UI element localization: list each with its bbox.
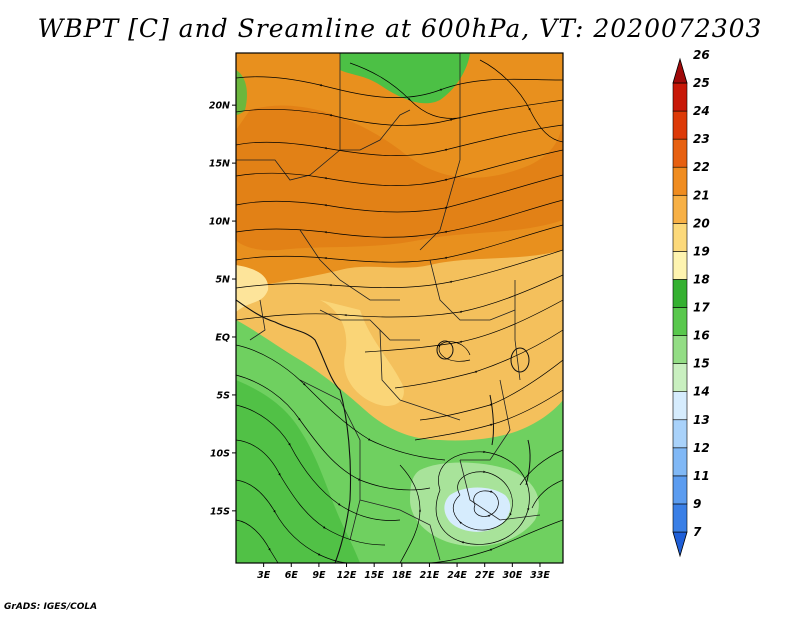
credit-text: GrADS: IGES/COLA [4, 602, 98, 612]
chart-title: WBPT [C] and Sreamline at 600hPa, VT: 20… [37, 14, 763, 43]
green-patch-west [236, 70, 247, 115]
x-axis: 3E 6E 9E 12E 15E 18E 21E 24E 27E 30E 33E [257, 563, 550, 581]
colorbar-segment [672, 447, 688, 477]
x-tick-label: 18E [392, 570, 412, 581]
y-tick-label: 5N [215, 275, 230, 286]
y-tick-label: 20N [209, 101, 230, 112]
yellow-zone-west [236, 265, 269, 312]
colorbar-segment [672, 279, 688, 308]
colorbar-label: 22 [693, 160, 710, 174]
colorbar-label: 25 [693, 76, 710, 90]
x-tick-label: 27E [475, 570, 495, 581]
colorbar-label: 21 [693, 188, 710, 202]
colorbar-segment [672, 138, 688, 168]
colorbar-segment [672, 503, 688, 533]
colorbar-label: 9 [693, 497, 701, 511]
y-tick-label: 5S [217, 390, 231, 401]
x-tick-label: 12E [337, 570, 357, 581]
colorbar-segment [672, 307, 688, 336]
y-axis: 20N 15N 10N 5N EQ 5S 10S 15S [209, 101, 236, 517]
colorbar-segment [672, 363, 688, 392]
y-tick-label: 15S [210, 506, 230, 517]
colorbar-label: 24 [693, 104, 710, 118]
y-tick-label: 10N [209, 217, 230, 228]
colorbar-label: 12 [693, 441, 710, 455]
coastline [236, 299, 352, 563]
colorbar-segment [672, 475, 688, 505]
x-tick-label: 6E [285, 570, 299, 581]
x-tick-label: 15E [364, 570, 384, 581]
colorbar-top-arrow [672, 57, 688, 84]
colorbar-segment [672, 166, 688, 196]
yellow-zone-center [320, 300, 404, 406]
y-tick-label: 10S [210, 448, 230, 459]
colorbar-label: 18 [693, 272, 710, 286]
x-tick-label: 24E [447, 570, 467, 581]
colorbar-segment [672, 391, 688, 421]
colorbar-label: 17 [693, 301, 710, 315]
colorbar-label: 13 [693, 413, 710, 427]
colorbar-bottom-arrow [672, 531, 688, 558]
x-tick-label: 3E [257, 570, 271, 581]
colorbar-label: 14 [693, 385, 710, 399]
colorbar: 7 9 11 12 13 14 15 16 17 18 19 20 21 22 23 24 25 26 [672, 48, 710, 558]
colorbar-label: 7 [693, 525, 702, 539]
colorbar-label: 15 [693, 357, 710, 371]
colorbar-segment [672, 194, 688, 224]
colorbar-segment [672, 419, 688, 449]
colorbar-label: 16 [693, 329, 710, 343]
x-tick-label: 9E [312, 570, 326, 581]
colorbar-segment [672, 110, 688, 140]
colorbar-segment [672, 223, 688, 252]
map-frame [235, 52, 564, 564]
colorbar-label: 23 [693, 132, 710, 146]
y-tick-label: 15N [209, 159, 230, 170]
colorbar-label: 11 [693, 469, 710, 483]
x-tick-label: 33E [530, 570, 550, 581]
colorbar-segment [672, 82, 688, 112]
map-field [236, 53, 563, 563]
x-tick-label: 30E [502, 570, 522, 581]
y-tick-label: EQ [215, 332, 230, 343]
colorbar-label: 19 [693, 244, 710, 258]
colorbar-label: 20 [693, 216, 710, 230]
x-tick-label: 21E [420, 570, 440, 581]
colorbar-segment [672, 335, 688, 364]
colorbar-label: 26 [693, 48, 710, 62]
streamlines [236, 59, 563, 563]
colorbar-segment [672, 251, 688, 280]
great-lakes [436, 340, 531, 486]
